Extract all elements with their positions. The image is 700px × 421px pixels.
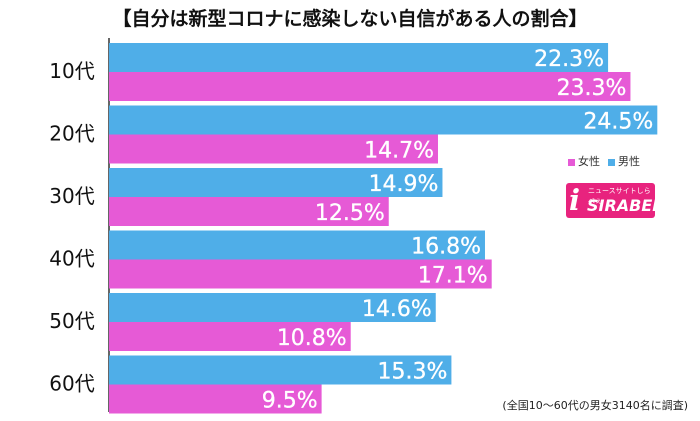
legend-item-female: 女性 (568, 153, 600, 169)
legend-item-male: 男性 (608, 153, 640, 169)
legend-swatch-female (568, 158, 575, 166)
survey-note: (全国10〜60代の男女3140名に調査) (502, 399, 688, 412)
data-label: 14.7% (364, 139, 434, 164)
data-label: 14.6% (362, 297, 432, 322)
logo-mark: i (569, 183, 581, 217)
bar-female (109, 72, 631, 101)
bar-female (109, 322, 351, 351)
data-label: 17.1% (418, 264, 488, 289)
logo-brand: SIRABEE (587, 196, 655, 215)
category-label: 60代 (49, 372, 94, 396)
data-label: 15.3% (378, 360, 448, 385)
bar-male (109, 105, 658, 135)
bar-female (109, 384, 322, 414)
category-label: 40代 (49, 247, 94, 271)
bar-male (109, 43, 609, 72)
bar-male (109, 230, 485, 260)
legend: 女性 男性 (568, 153, 640, 169)
category-label: 10代 (49, 59, 94, 83)
legend-label-female: 女性 (578, 155, 600, 168)
data-label: 12.5% (315, 201, 385, 226)
data-label: 14.9% (369, 172, 439, 197)
bar-male (109, 168, 443, 197)
category-label: 20代 (49, 122, 94, 146)
bar-male (109, 355, 452, 385)
data-label: 23.3% (557, 76, 627, 101)
logo-tagline: ニュースサイトしらべぇ (588, 187, 651, 205)
data-label: 9.5% (262, 389, 318, 414)
bar-female (109, 259, 492, 289)
legend-swatch-male (608, 158, 615, 166)
data-label: 24.5% (583, 110, 653, 135)
data-label: 22.3% (534, 47, 604, 72)
category-label: 30代 (49, 184, 94, 208)
chart-title: 【自分は新型コロナに感染しない自信がある人の割合】 (112, 8, 588, 30)
bar-female (109, 134, 438, 164)
legend-label-male: 男性 (618, 155, 640, 168)
sirabee-logo: i ニュースサイトしらべぇ SIRABEE (566, 183, 655, 218)
bar-female (109, 197, 389, 226)
category-label: 50代 (49, 309, 94, 333)
bar-male (109, 293, 436, 322)
data-label: 16.8% (411, 235, 481, 260)
data-label: 10.8% (277, 326, 347, 351)
